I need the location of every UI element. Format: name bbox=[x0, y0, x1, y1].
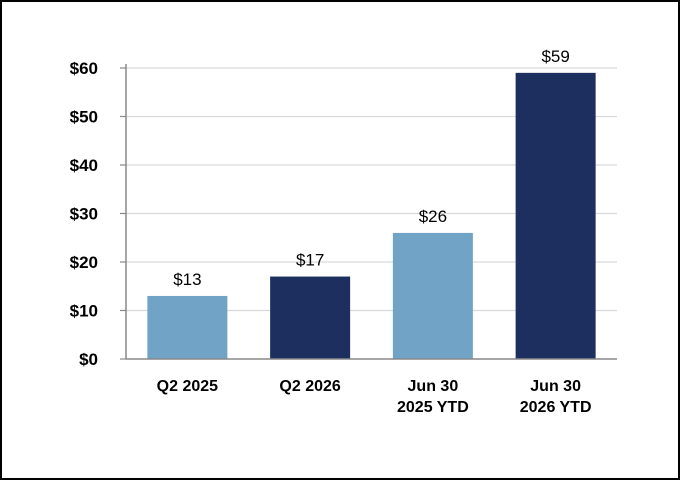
bar bbox=[392, 232, 473, 359]
x-tick-label: Jun 30 2026 YTD bbox=[520, 378, 592, 416]
data-label: $59 bbox=[541, 47, 569, 66]
y-tick-label: $10 bbox=[70, 302, 98, 321]
data-labels: $13 $17 $26 $59 bbox=[173, 47, 570, 289]
data-label: $13 bbox=[173, 270, 201, 289]
data-label: $17 bbox=[296, 251, 324, 270]
y-tick-label: $30 bbox=[70, 205, 98, 224]
y-tick-label: $50 bbox=[70, 108, 98, 127]
bar bbox=[147, 295, 228, 359]
y-tick-label: $0 bbox=[79, 350, 98, 369]
x-tick-label: Q2 2026 bbox=[279, 378, 340, 395]
y-tick-label: $60 bbox=[70, 59, 98, 78]
bar bbox=[515, 72, 596, 359]
x-axis-ticks: Q2 2025 Q2 2026 Jun 30 2025 YTD Jun 30 2026 Y… bbox=[157, 378, 592, 416]
y-axis-ticks: $0 $10 $20 $30 $40 $50 $60 bbox=[70, 59, 126, 369]
bar bbox=[270, 276, 351, 359]
x-tick-label: Jun 30 2025 YTD bbox=[397, 378, 469, 416]
x-tick-label: Q2 2025 bbox=[157, 378, 218, 395]
y-tick-label: $20 bbox=[70, 253, 98, 272]
y-tick-label: $40 bbox=[70, 156, 98, 175]
data-label: $26 bbox=[419, 207, 447, 226]
bars bbox=[147, 72, 596, 359]
